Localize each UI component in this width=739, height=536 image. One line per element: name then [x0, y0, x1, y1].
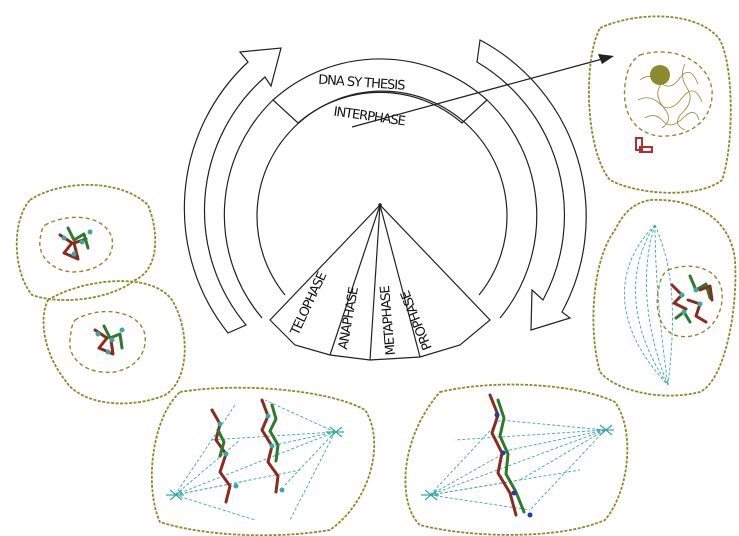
dna-synthesis-label: DNA SY THESIS — [318, 73, 406, 94]
dna-synthesis-band — [272, 58, 488, 124]
metaphase-cell — [404, 383, 629, 536]
anaphase-cell — [150, 386, 376, 536]
metaphase-label: METAPHASE — [378, 285, 399, 356]
cycle-wheel — [223, 58, 538, 361]
nucleolus — [650, 65, 670, 85]
centrosome — [635, 137, 653, 153]
left-cycle-arrow — [183, 47, 282, 334]
pointer-arrow — [351, 54, 614, 128]
interphase-label: INTERPHASE — [333, 105, 407, 130]
anaphase-label: ANAPHASE — [336, 286, 362, 351]
mitosis-wedge — [269, 204, 491, 361]
cycle-arrows — [183, 39, 614, 334]
prophase-label: PROPHASE — [398, 288, 435, 352]
outer-arc-left — [223, 99, 274, 319]
outer-arc-right — [486, 99, 538, 319]
right-cycle-arrow — [476, 39, 587, 331]
interphase-cell — [588, 15, 732, 194]
interphase-circle — [256, 90, 508, 296]
telophase-cells — [15, 183, 186, 405]
prophase-cell — [592, 199, 737, 397]
